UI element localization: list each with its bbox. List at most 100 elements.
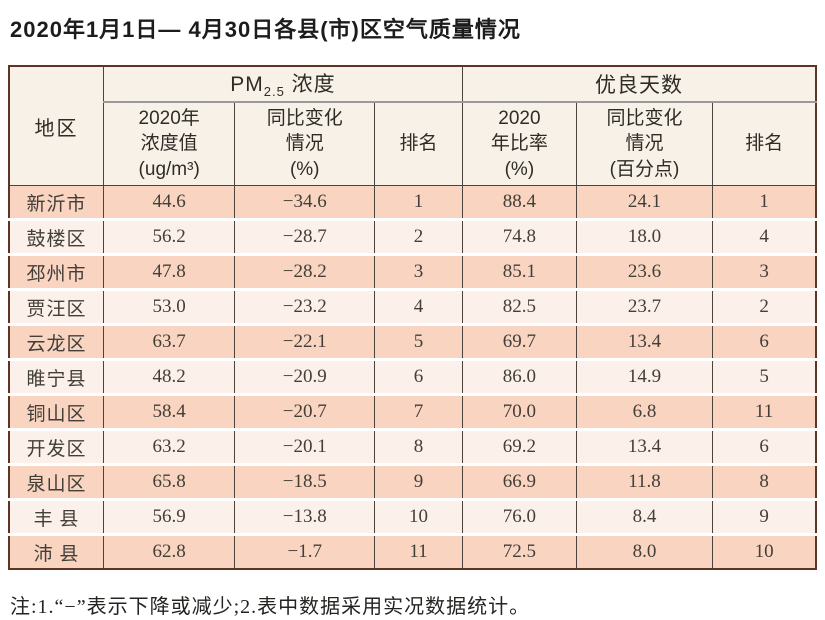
value-cell: −1.7 [234,533,375,569]
value-cell: 14.9 [575,358,713,395]
air-quality-table: 地区 PM2.5 浓度 优良天数 2020年 浓度值 (ug/m³) 同比变化 … [8,65,817,570]
pm25-label-suffix: 浓度 [284,73,336,97]
table-row: 鼓楼区 56.2 −28.7 2 74.8 18.0 4 [9,218,816,255]
value-cell: 2 [712,288,816,325]
value-cell: 72.5 [462,533,577,569]
value-cell: −28.7 [234,218,375,255]
footnote: 注:1.“−”表示下降或减少;2.表中数据采用实况数据统计。 [10,596,531,618]
value-cell: 62.8 [102,533,235,569]
value-cell: 65.8 [102,463,235,500]
value-cell: 56.2 [102,218,235,255]
column-header-pm-change: 同比变化 情况 (%) [234,102,375,186]
region-cell: 邳州市 [9,253,104,290]
value-cell: 56.9 [102,498,235,535]
value-cell: 69.2 [462,428,577,465]
region-cell: 开发区 [9,428,104,465]
value-cell: 8 [712,463,816,500]
column-group-good-days: 优良天数 [462,66,816,103]
value-cell: 9 [374,463,463,500]
table-row: 铜山区 58.4 −20.7 7 70.0 6.8 11 [9,393,816,430]
region-cell: 睢宁县 [9,358,104,395]
value-cell: 69.7 [462,323,577,360]
table-row: 邳州市 47.8 −28.2 3 85.1 23.6 3 [9,253,816,290]
value-cell: 76.0 [462,498,577,535]
value-cell: 63.7 [102,323,235,360]
header-group-row: 地区 PM2.5 浓度 优良天数 [9,66,816,186]
value-cell: 11.8 [575,463,713,500]
value-cell: 85.1 [462,253,577,290]
value-cell: 10 [712,533,816,569]
value-cell: −13.8 [234,498,375,535]
value-cell: 2 [374,218,463,255]
region-cell: 云龙区 [9,323,104,360]
value-cell: 6 [374,358,463,395]
value-cell: 74.8 [462,218,577,255]
value-cell: −23.2 [234,288,375,325]
column-header-days-rate: 2020 年比率 (%) [462,102,577,186]
table-row: 云龙区 63.7 −22.1 5 69.7 13.4 6 [9,323,816,360]
value-cell: 1 [712,185,816,220]
table-row: 沛 县 62.8 −1.7 11 72.5 8.0 10 [9,533,816,569]
column-header-days-rank: 排名 [712,102,816,186]
value-cell: 10 [374,498,463,535]
region-cell: 鼓楼区 [9,218,104,255]
value-cell: 24.1 [575,185,713,220]
value-cell: 18.0 [575,218,713,255]
table-header: 地区 PM2.5 浓度 优良天数 2020年 浓度值 (ug/m³) 同比变化 … [9,66,816,186]
region-cell: 铜山区 [9,393,104,430]
column-group-pm25: PM2.5 浓度 [102,66,463,103]
table-row: 睢宁县 48.2 −20.9 6 86.0 14.9 5 [9,358,816,395]
region-cell: 泉山区 [9,463,104,500]
value-cell: 11 [374,533,463,569]
region-cell: 丰 县 [9,498,104,535]
value-cell: 3 [374,253,463,290]
value-cell: 8.0 [575,533,713,569]
column-header-pm-value: 2020年 浓度值 (ug/m³) [102,102,235,186]
page-title: 2020年1月1日— 4月30日各县(市)区空气质量情况 [10,17,521,42]
value-cell: −34.6 [234,185,375,220]
value-cell: 88.4 [462,185,577,220]
table-row: 开发区 63.2 −20.1 8 69.2 13.4 6 [9,428,816,465]
column-header-region: 地区 [9,66,104,186]
header-sub-row: 2020年 浓度值 (ug/m³) 同比变化 情况 (%) 排名 2020 年比… [9,102,816,186]
value-cell: 11 [712,393,816,430]
value-cell: 86.0 [462,358,577,395]
table-row: 丰 县 56.9 −13.8 10 76.0 8.4 9 [9,498,816,535]
column-header-pm-rank: 排名 [374,102,463,186]
value-cell: 3 [712,253,816,290]
value-cell: 70.0 [462,393,577,430]
value-cell: 13.4 [575,323,713,360]
value-cell: 82.5 [462,288,577,325]
column-header-days-change: 同比变化 情况 (百分点) [575,102,713,186]
value-cell: 53.0 [102,288,235,325]
value-cell: −20.7 [234,393,375,430]
region-cell: 沛 县 [9,533,104,569]
pm25-label-prefix: PM [230,73,264,97]
table-row: 泉山区 65.8 −18.5 9 66.9 11.8 8 [9,463,816,500]
region-cell: 新沂市 [9,185,104,220]
value-cell: 1 [374,185,463,220]
value-cell: 4 [712,218,816,255]
value-cell: 6.8 [575,393,713,430]
value-cell: 6 [712,428,816,465]
value-cell: 44.6 [102,185,235,220]
value-cell: 5 [712,358,816,395]
value-cell: −20.1 [234,428,375,465]
value-cell: 13.4 [575,428,713,465]
value-cell: 4 [374,288,463,325]
table-body: 新沂市 44.6 −34.6 1 88.4 24.1 1 鼓楼区 56.2 −28.7 2 74.8 1… [9,185,816,569]
value-cell: 48.2 [102,358,235,395]
value-cell: 8 [374,428,463,465]
value-cell: 5 [374,323,463,360]
value-cell: 58.4 [102,393,235,430]
region-cell: 贾汪区 [9,288,104,325]
value-cell: 23.6 [575,253,713,290]
value-cell: 63.2 [102,428,235,465]
value-cell: −22.1 [234,323,375,360]
table-row: 贾汪区 53.0 −23.2 4 82.5 23.7 2 [9,288,816,325]
value-cell: 66.9 [462,463,577,500]
value-cell: 23.7 [575,288,713,325]
value-cell: 7 [374,393,463,430]
value-cell: 8.4 [575,498,713,535]
